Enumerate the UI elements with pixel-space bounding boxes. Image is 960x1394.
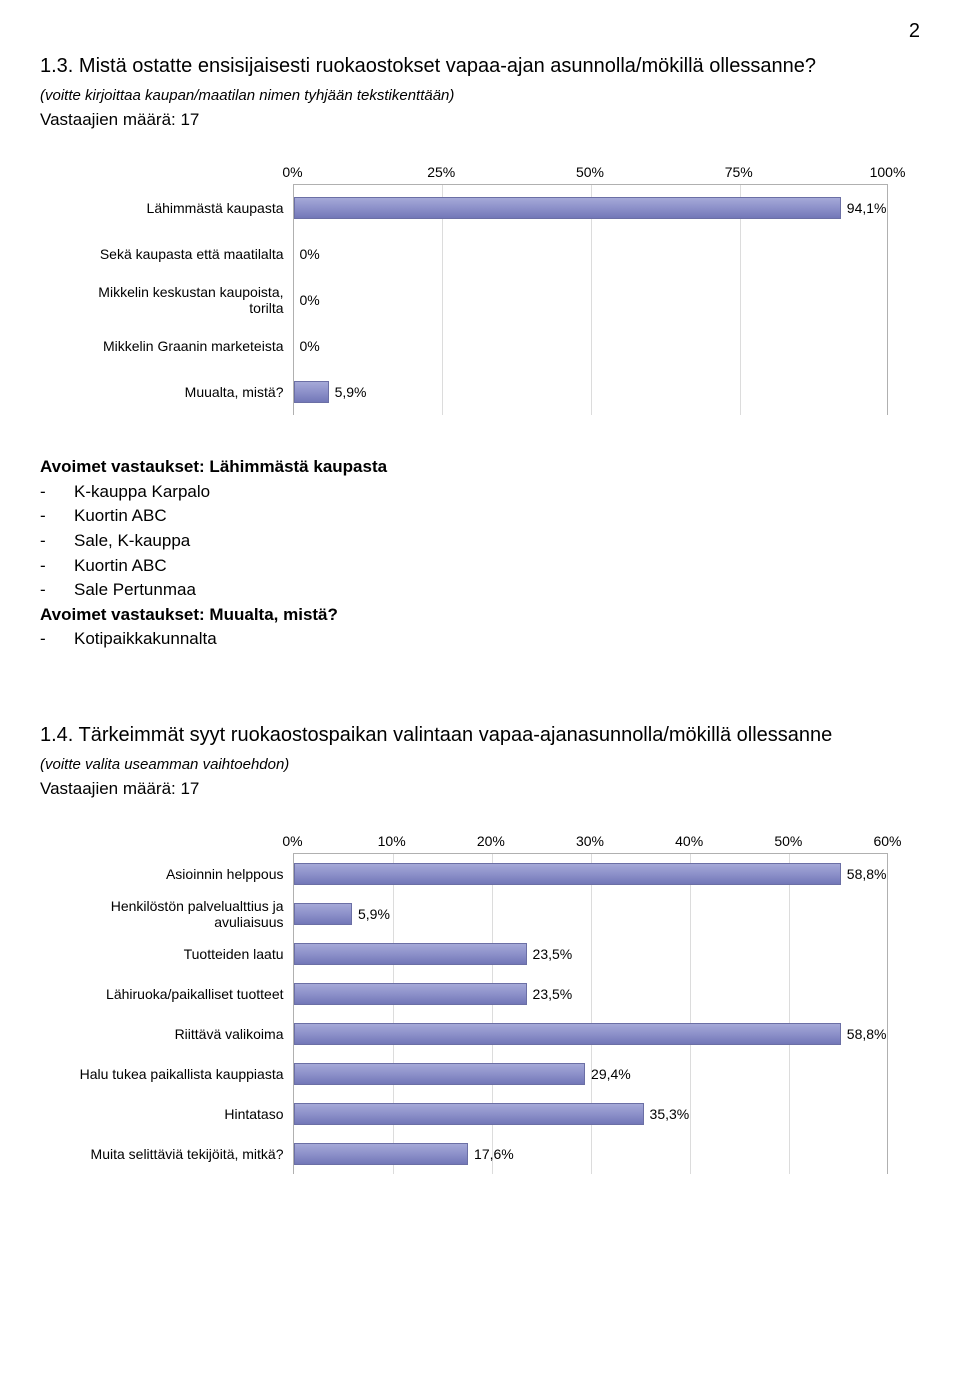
axis-tick-label: 100% <box>870 164 906 180</box>
chart-rows: Lähimmästä kaupasta94,1%Sekä kaupasta et… <box>294 185 887 415</box>
bar-value-label: 0% <box>294 292 320 308</box>
axis-tick-label: 50% <box>576 164 604 180</box>
bar-value-label: 35,3% <box>644 1106 690 1122</box>
bar-row: Muita selittäviä tekijöitä, mitkä?17,6% <box>294 1134 887 1174</box>
open-answer-item: - K-kauppa Karpalo <box>40 480 920 505</box>
open-answer-item: - Kuortin ABC <box>40 504 920 529</box>
bar-category-label: Lähiruoka/paikalliset tuotteet <box>72 986 292 1002</box>
bar-category-label: Mikkelin keskustan kaupoista, torilta <box>72 284 292 316</box>
bar-category-label: Riittävä valikoima <box>72 1026 292 1042</box>
bar-value-label: 17,6% <box>468 1146 514 1162</box>
q1-note: (voitte kirjoittaa kaupan/maatilan nimen… <box>40 87 920 104</box>
bar-value-label: 0% <box>294 246 320 262</box>
q1-open-answers: Avoimet vastaukset: Lähimmästä kaupasta … <box>40 455 920 652</box>
axis-tick-label: 20% <box>477 833 505 849</box>
bar-fill <box>294 1063 586 1085</box>
bar-row: Muualta, mistä?5,9% <box>294 369 887 415</box>
bar-category-label: Henkilöstön palvelualttius ja avuliaisuu… <box>72 898 292 930</box>
bar-category-label: Hintataso <box>72 1106 292 1122</box>
open-answer-item: - Kotipaikkakunnalta <box>40 627 920 652</box>
question-1: 1.3. Mistä ostatte ensisijaisesti ruokao… <box>40 53 920 652</box>
axis-tick-label: 50% <box>774 833 802 849</box>
bar-category-label: Muualta, mistä? <box>72 384 292 400</box>
bar-row: Riittävä valikoima58,8% <box>294 1014 887 1054</box>
bar-row: Mikkelin keskustan kaupoista, torilta0% <box>294 277 887 323</box>
axis-tick-label: 75% <box>725 164 753 180</box>
bar-row: Lähiruoka/paikalliset tuotteet23,5% <box>294 974 887 1014</box>
page-number: 2 <box>40 20 920 43</box>
bar-value-label: 29,4% <box>585 1066 631 1082</box>
bar-fill <box>294 863 841 885</box>
axis-tick-label: 40% <box>675 833 703 849</box>
open-answer-item: - Kuortin ABC <box>40 554 920 579</box>
bar-row: Henkilöstön palvelualttius ja avuliaisuu… <box>294 894 887 934</box>
bar-value-label: 5,9% <box>329 384 367 400</box>
bar-fill <box>294 983 527 1005</box>
axis-tick-label: 0% <box>282 164 302 180</box>
bar-fill <box>294 903 353 925</box>
bar-category-label: Halu tukea paikallista kauppiasta <box>72 1066 292 1082</box>
bar-value-label: 58,8% <box>841 1026 887 1042</box>
bar-value-label: 0% <box>294 338 320 354</box>
bar-value-label: 23,5% <box>527 986 573 1002</box>
bar-row: Lähimmästä kaupasta94,1% <box>294 185 887 231</box>
bar-fill <box>294 943 527 965</box>
q2-title: 1.4. Tärkeimmät syyt ruokaostospaikan va… <box>40 722 920 748</box>
q1-open1-heading: Avoimet vastaukset: Lähimmästä kaupasta <box>40 455 920 480</box>
bar-category-label: Lähimmästä kaupasta <box>72 200 292 216</box>
bar-value-label: 5,9% <box>352 906 390 922</box>
bar-fill <box>294 1023 841 1045</box>
q1-open2-heading: Avoimet vastaukset: Muualta, mistä? <box>40 603 920 628</box>
q2-note: (voitte valita useamman vaihtoehdon) <box>40 756 920 773</box>
chart-plot-area: Lähimmästä kaupasta94,1%Sekä kaupasta et… <box>293 184 888 415</box>
bar-category-label: Mikkelin Graanin marketeista <box>72 338 292 354</box>
q1-open1-list: - K-kauppa Karpalo- Kuortin ABC- Sale, K… <box>40 480 920 603</box>
open-answer-item: - Sale, K-kauppa <box>40 529 920 554</box>
bar-row: Asioinnin helppous58,8% <box>294 854 887 894</box>
axis-tick-label: 0% <box>282 833 302 849</box>
bar-row: Hintataso35,3% <box>294 1094 887 1134</box>
q1-title: 1.3. Mistä ostatte ensisijaisesti ruokao… <box>40 53 920 79</box>
bar-fill <box>294 381 329 403</box>
bar-category-label: Asioinnin helppous <box>72 866 292 882</box>
bar-category-label: Sekä kaupasta että maatilalta <box>72 246 292 262</box>
bar-value-label: 58,8% <box>841 866 887 882</box>
chart-axis: 0%25%50%75%100% <box>293 160 888 184</box>
q2-chart: 0%10%20%30%40%50%60%Asioinnin helppous58… <box>73 829 888 1174</box>
bar-fill <box>294 197 841 219</box>
chart-rows: Asioinnin helppous58,8%Henkilöstön palve… <box>294 854 887 1174</box>
bar-row: Tuotteiden laatu23,5% <box>294 934 887 974</box>
bar-fill <box>294 1143 469 1165</box>
bar-value-label: 94,1% <box>841 200 887 216</box>
bar-row: Mikkelin Graanin marketeista0% <box>294 323 887 369</box>
axis-tick-label: 30% <box>576 833 604 849</box>
q1-respondents: Vastaajien määrä: 17 <box>40 110 920 130</box>
axis-tick-label: 60% <box>873 833 901 849</box>
question-2: 1.4. Tärkeimmät syyt ruokaostospaikan va… <box>40 722 920 1174</box>
q2-respondents: Vastaajien määrä: 17 <box>40 779 920 799</box>
axis-tick-label: 10% <box>378 833 406 849</box>
q1-chart: 0%25%50%75%100%Lähimmästä kaupasta94,1%S… <box>73 160 888 415</box>
chart-plot-area: Asioinnin helppous58,8%Henkilöstön palve… <box>293 853 888 1174</box>
bar-value-label: 23,5% <box>527 946 573 962</box>
bar-row: Sekä kaupasta että maatilalta0% <box>294 231 887 277</box>
q1-open2-list: - Kotipaikkakunnalta <box>40 627 920 652</box>
chart-axis: 0%10%20%30%40%50%60% <box>293 829 888 853</box>
open-answer-item: - Sale Pertunmaa <box>40 578 920 603</box>
axis-tick-label: 25% <box>427 164 455 180</box>
bar-category-label: Tuotteiden laatu <box>72 946 292 962</box>
bar-fill <box>294 1103 644 1125</box>
bar-category-label: Muita selittäviä tekijöitä, mitkä? <box>72 1146 292 1162</box>
bar-row: Halu tukea paikallista kauppiasta29,4% <box>294 1054 887 1094</box>
